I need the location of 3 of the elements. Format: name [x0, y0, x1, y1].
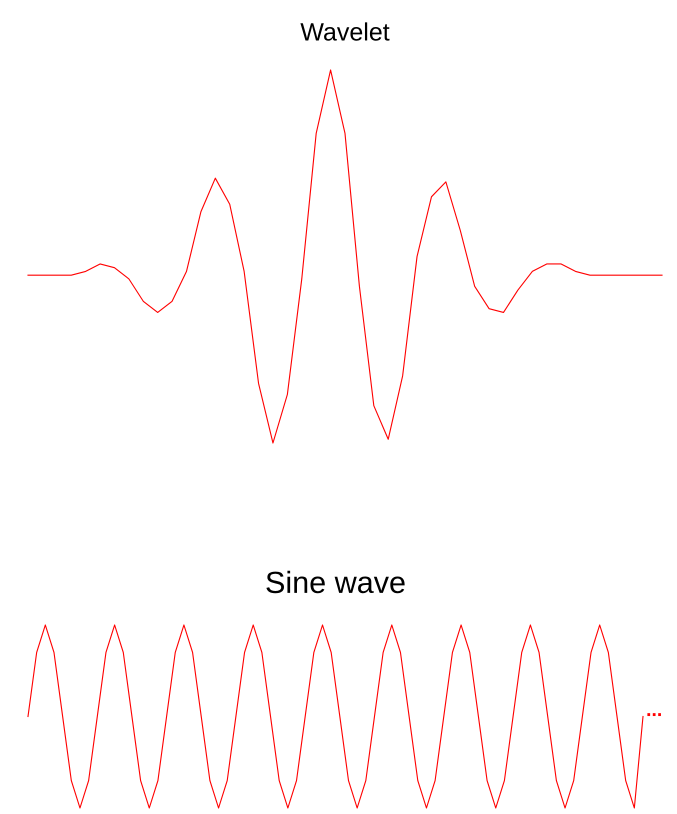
text: ... — [647, 713, 661, 716]
chart-title: Wavelet — [300, 22, 390, 41]
chart-title: Sine wave — [266, 570, 405, 594]
